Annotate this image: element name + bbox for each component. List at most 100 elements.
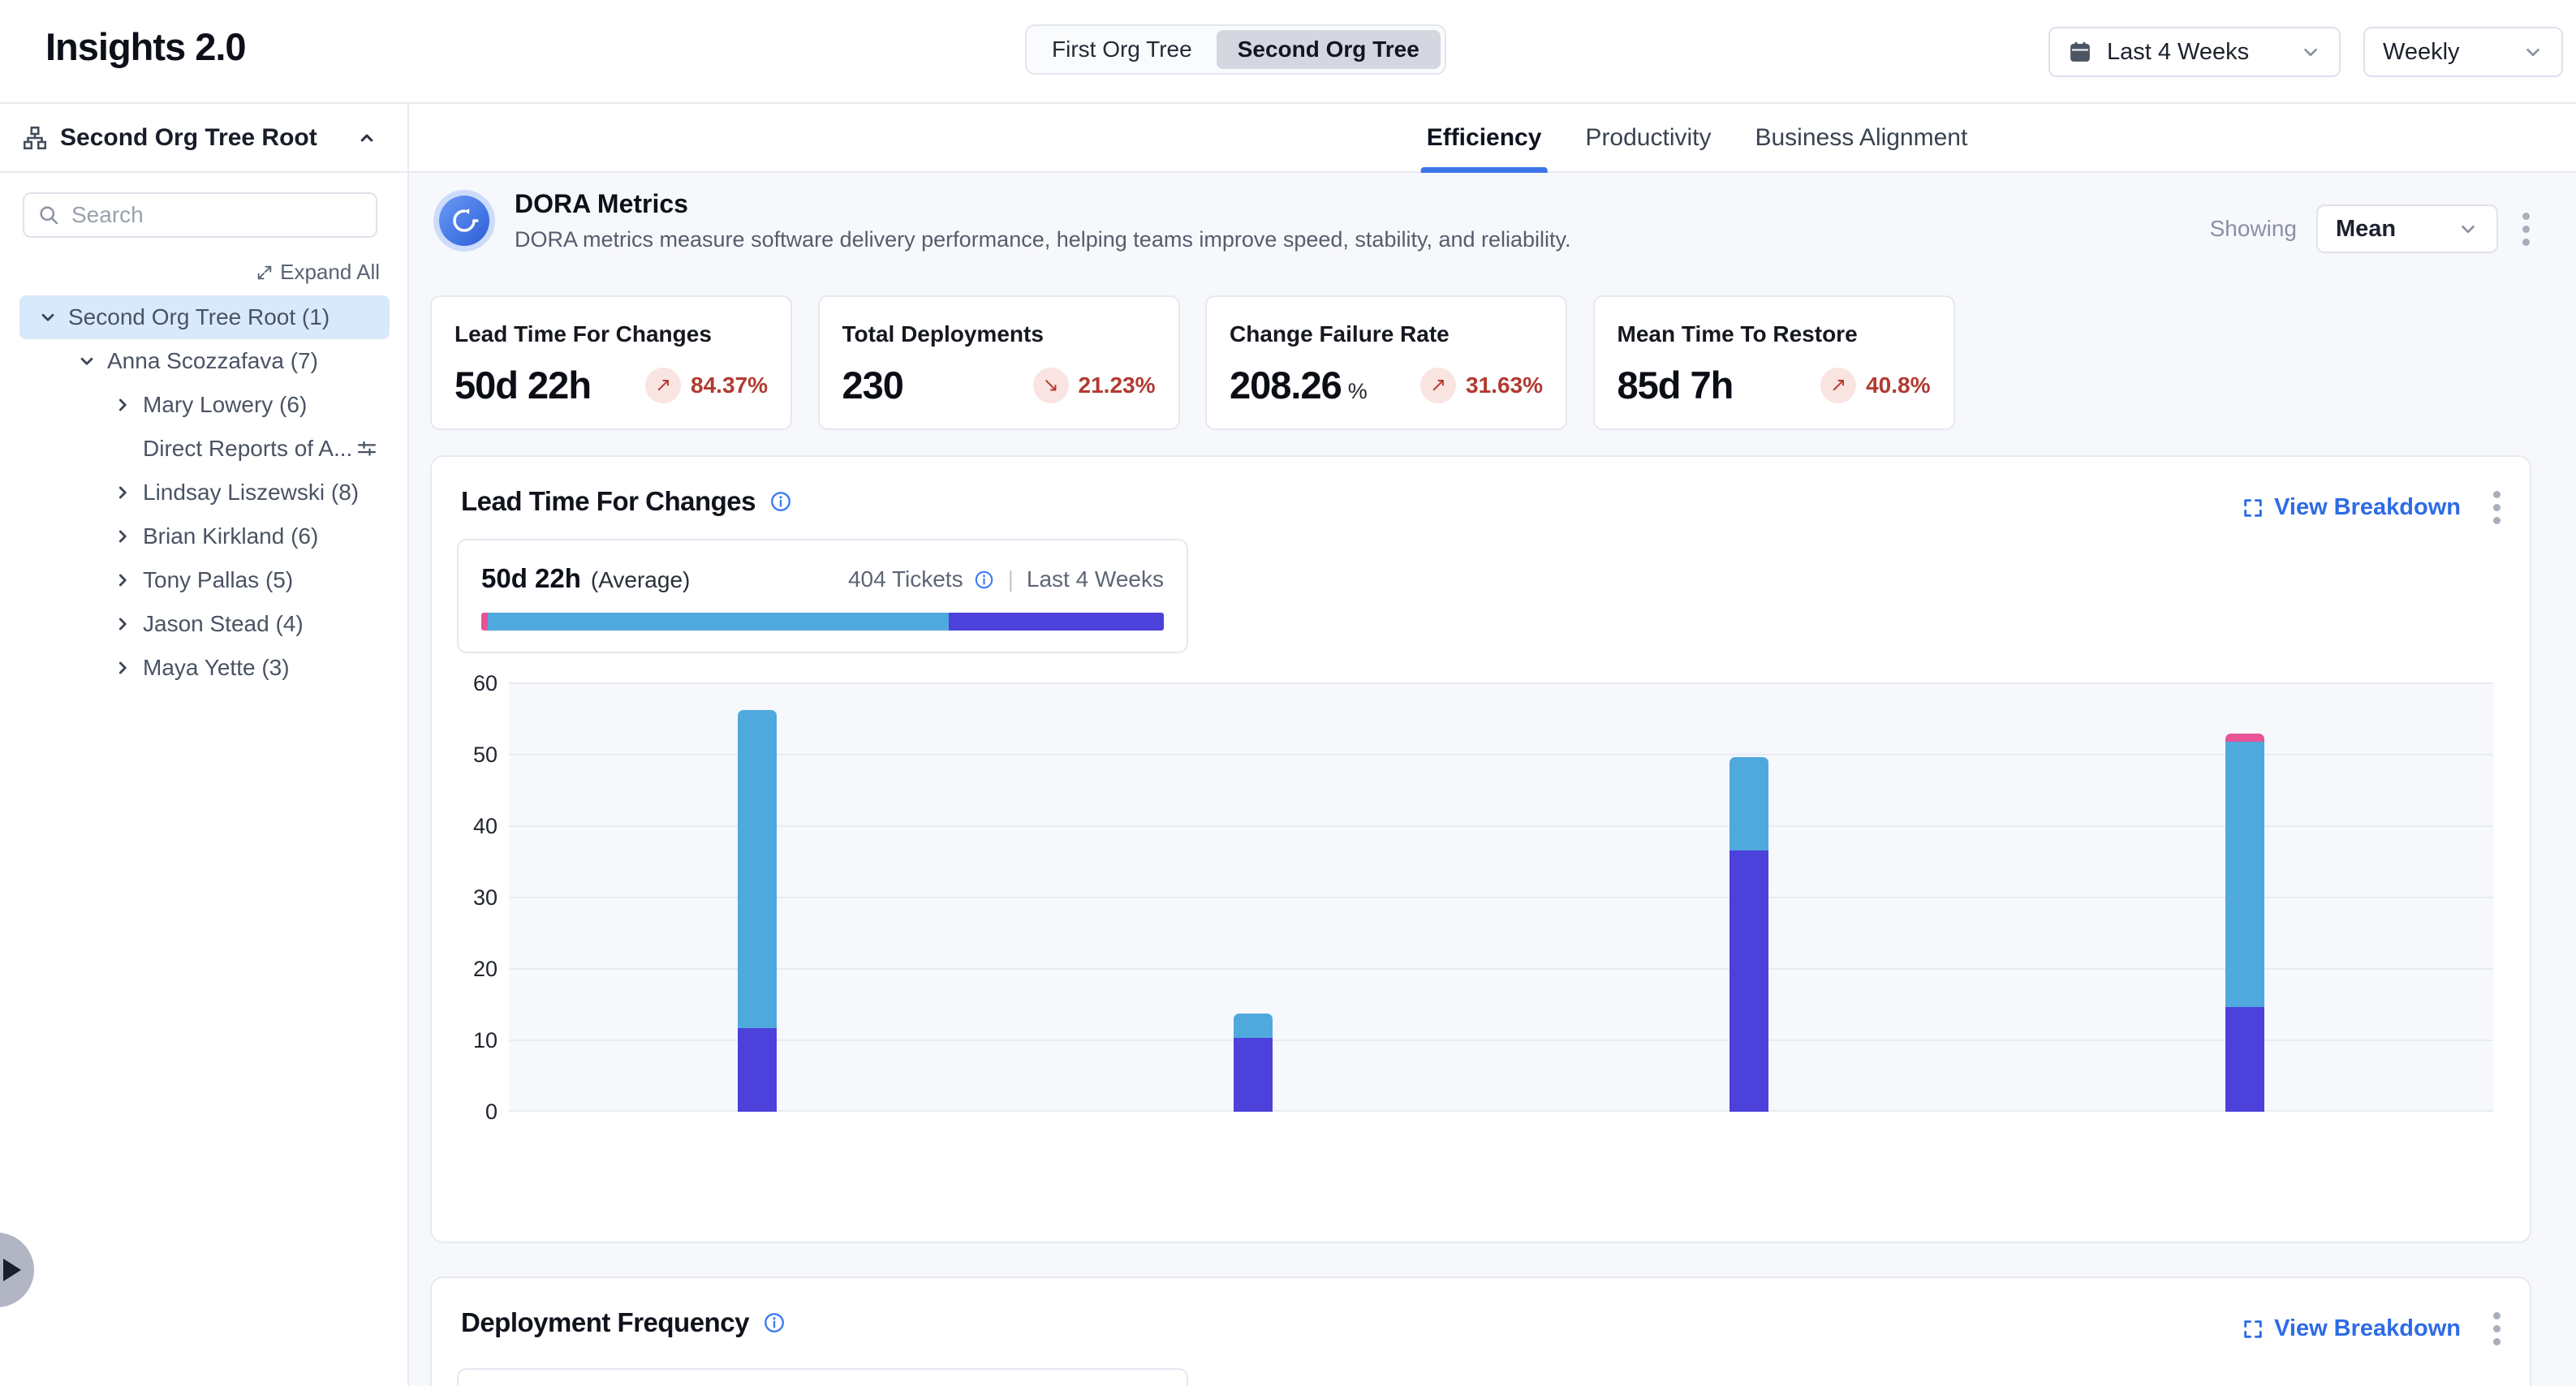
view-breakdown-label: View Breakdown bbox=[2274, 1315, 2461, 1341]
y-tick-30: 30 bbox=[472, 885, 498, 910]
chevron-right-icon[interactable] bbox=[110, 480, 135, 505]
gridline-60 bbox=[509, 682, 2493, 684]
tree-item-second-org-tree-root-1[interactable]: Second Org Tree Root (1) bbox=[19, 295, 390, 339]
chevron-down-icon bbox=[2522, 41, 2544, 62]
bar-28-jul-03-aug-review bbox=[1233, 1013, 1273, 1039]
bar-11-aug-17-aug-planning bbox=[2225, 733, 2265, 742]
showing-value: Mean bbox=[2336, 215, 2397, 242]
org-tree-icon bbox=[21, 124, 49, 152]
gridline-40 bbox=[509, 825, 2493, 827]
lead-time-menu-button[interactable] bbox=[2488, 486, 2505, 529]
y-axis-labels: 0 10 20 30 40 50 60 bbox=[432, 671, 498, 1124]
stat-card-title: Total Deployments bbox=[842, 321, 1044, 346]
chevron-right-icon[interactable] bbox=[110, 568, 135, 592]
stat-card-title: Change Failure Rate bbox=[1230, 321, 1450, 346]
tree-item-jason-stead-4[interactable]: Jason Stead (4) bbox=[19, 602, 390, 646]
tree-item-label: Maya Yette (3) bbox=[143, 655, 290, 680]
gridline-20 bbox=[509, 968, 2493, 970]
bar-21-jul-27-jul-build bbox=[737, 1028, 777, 1112]
trend-up-icon: ↗ bbox=[645, 367, 682, 403]
page-title: Insights 2.0 bbox=[45, 25, 247, 68]
granularity-select[interactable]: Weekly bbox=[2363, 27, 2563, 77]
deployment-menu-button[interactable] bbox=[2488, 1307, 2505, 1350]
dora-icon bbox=[433, 190, 495, 252]
org-tree-toggle: First Org Tree Second Org Tree bbox=[1025, 24, 1446, 75]
org-tree-option-first-org-tree[interactable]: First Org Tree bbox=[1052, 37, 1192, 62]
chevron-right-icon[interactable] bbox=[110, 612, 135, 636]
info-icon[interactable] bbox=[769, 489, 793, 514]
showing-label: Showing bbox=[2209, 216, 2297, 241]
average-value: 50d 22h bbox=[481, 563, 581, 593]
chevron-spacer bbox=[110, 437, 135, 461]
bar-11-aug-17-aug-review bbox=[2225, 742, 2265, 1007]
expand-all-label: Expand All bbox=[280, 260, 380, 284]
org-root-header[interactable]: Second Org Tree Root bbox=[0, 104, 407, 173]
active-tab-underline bbox=[1420, 167, 1548, 173]
chevron-down-icon[interactable] bbox=[75, 349, 99, 373]
y-tick-0: 0 bbox=[485, 1100, 498, 1124]
date-range-value: Last 4 Weeks bbox=[2107, 38, 2250, 65]
tree-item-anna-scozzafava-7[interactable]: Anna Scozzafava (7) bbox=[19, 339, 390, 383]
bar-04-aug-10-aug-build bbox=[1730, 850, 1769, 1112]
expand-all-button[interactable]: Expand All bbox=[256, 260, 380, 285]
search-input[interactable] bbox=[70, 201, 363, 229]
stat-card-unit: % bbox=[1347, 379, 1368, 403]
stat-card-value: 230 bbox=[842, 364, 904, 407]
tab-productivity[interactable]: Productivity bbox=[1579, 104, 1717, 171]
chevron-right-icon[interactable] bbox=[110, 656, 135, 680]
dora-menu-button[interactable] bbox=[2518, 208, 2535, 251]
phase-distribution-bar bbox=[481, 613, 1164, 631]
tab-business-alignment[interactable]: Business Alignment bbox=[1749, 104, 1973, 171]
chevron-right-icon[interactable] bbox=[110, 524, 135, 549]
view-breakdown-button[interactable]: View Breakdown bbox=[2242, 494, 2461, 521]
bar-11-aug-17-aug-build bbox=[2225, 1006, 2265, 1112]
tree-item-maya-yette-3[interactable]: Maya Yette (3) bbox=[19, 646, 390, 690]
org-tree-option-second-org-tree[interactable]: Second Org Tree bbox=[1216, 30, 1441, 69]
gridline-50 bbox=[509, 754, 2493, 755]
header-controls: Last 4 Weeks Weekly bbox=[2048, 27, 2563, 77]
phase-segment-build bbox=[949, 613, 1164, 631]
trend-up-icon: ↗ bbox=[1420, 367, 1457, 403]
range-label: Last 4 Weeks bbox=[1026, 566, 1164, 592]
breakdown-expand-icon bbox=[2242, 1318, 2264, 1341]
stat-card-lead-time-for-changes: Lead Time For Changes 50d 22h ↗ 84.37% bbox=[430, 295, 792, 430]
gridline-30 bbox=[509, 897, 2493, 898]
tree-item-brian-kirkland-6[interactable]: Brian Kirkland (6) bbox=[19, 514, 390, 558]
chevron-up-icon[interactable] bbox=[355, 127, 378, 149]
dora-title: DORA Metrics bbox=[515, 189, 688, 218]
phase-segment-review bbox=[487, 613, 950, 631]
tree-item-direct-reports-of-a[interactable]: Direct Reports of A... bbox=[19, 427, 390, 471]
view-breakdown-label: View Breakdown bbox=[2274, 494, 2461, 520]
y-tick-60: 60 bbox=[472, 671, 498, 695]
lead-time-chart bbox=[509, 682, 2493, 1112]
view-breakdown-button[interactable]: View Breakdown bbox=[2242, 1315, 2461, 1342]
tab-efficiency[interactable]: Efficiency bbox=[1420, 104, 1548, 173]
chevron-down-icon bbox=[2300, 41, 2321, 62]
tree-item-mary-lowery-6[interactable]: Mary Lowery (6) bbox=[19, 383, 390, 427]
tab-bar: Efficiency Productivity Business Alignment bbox=[409, 104, 2576, 173]
info-icon[interactable] bbox=[762, 1311, 786, 1335]
tree-item-tony-pallas-5[interactable]: Tony Pallas (5) bbox=[19, 558, 390, 602]
date-range-select[interactable]: Last 4 Weeks bbox=[2048, 27, 2341, 77]
tree-item-label: Direct Reports of A... bbox=[143, 436, 353, 461]
chevron-down-icon[interactable] bbox=[36, 305, 60, 329]
tree-item-lindsay-liszewski-8[interactable]: Lindsay Liszewski (8) bbox=[19, 471, 390, 514]
trend-down-icon: ↘ bbox=[1032, 367, 1069, 403]
info-icon[interactable] bbox=[973, 569, 995, 591]
lead-time-title: Lead Time For Changes bbox=[461, 486, 756, 516]
search-box bbox=[23, 192, 377, 238]
showing-select[interactable]: Mean bbox=[2316, 204, 2498, 253]
bar-28-jul-03-aug-build bbox=[1233, 1038, 1273, 1112]
sliders-icon[interactable] bbox=[355, 437, 378, 460]
play-arrow-icon bbox=[3, 1259, 21, 1281]
tree-item-label: Lindsay Liszewski (8) bbox=[143, 480, 360, 505]
lead-time-summary-card: 50d 22h (Average) 404 Tickets | Last 4 W… bbox=[457, 539, 1188, 653]
dora-metrics-header: DORA Metrics DORA metrics measure softwa… bbox=[433, 189, 1571, 252]
chevron-right-icon[interactable] bbox=[110, 393, 135, 417]
deployment-summary-card bbox=[457, 1368, 1188, 1386]
tree-item-label: Brian Kirkland (6) bbox=[143, 523, 319, 549]
tree-item-label: Second Org Tree Root (1) bbox=[68, 304, 330, 329]
average-qualifier: (Average) bbox=[590, 567, 691, 592]
chevron-down-icon bbox=[2458, 218, 2479, 239]
calendar-icon bbox=[2068, 40, 2092, 64]
